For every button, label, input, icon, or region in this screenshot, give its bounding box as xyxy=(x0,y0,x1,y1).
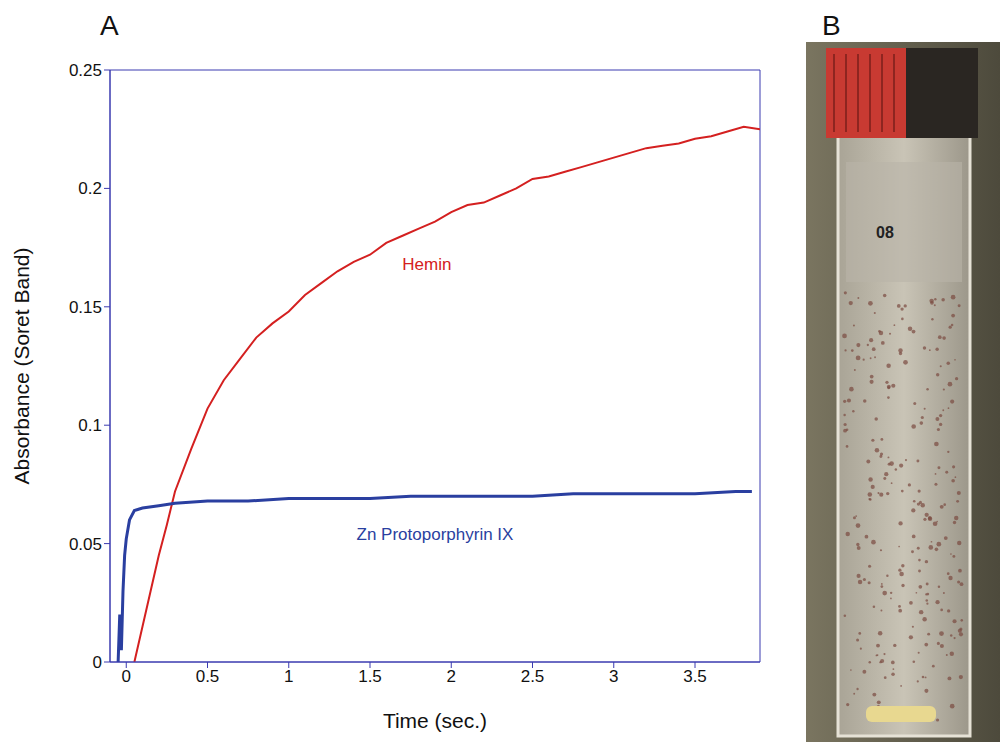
svg-text:0.1: 0.1 xyxy=(78,416,102,435)
html-text:B: B xyxy=(822,10,841,41)
svg-text:0.25: 0.25 xyxy=(69,61,102,80)
svg-text:2: 2 xyxy=(447,667,456,686)
svg-text:Time (sec.): Time (sec.) xyxy=(383,709,487,732)
svg-text:08: 08 xyxy=(876,224,894,241)
svg-text:0.05: 0.05 xyxy=(69,535,102,554)
svg-text:3: 3 xyxy=(609,667,618,686)
svg-text:2.5: 2.5 xyxy=(521,667,545,686)
svg-text:0.5: 0.5 xyxy=(196,667,220,686)
svg-text:Hemin: Hemin xyxy=(402,255,451,274)
svg-text:1.5: 1.5 xyxy=(358,667,382,686)
html-text:A: A xyxy=(100,10,119,41)
svg-text:1: 1 xyxy=(284,667,293,686)
svg-text:0.2: 0.2 xyxy=(78,179,102,198)
svg-text:Absorbance (Soret Band): Absorbance (Soret Band) xyxy=(10,248,33,485)
svg-text:3.5: 3.5 xyxy=(683,667,707,686)
svg-text:0: 0 xyxy=(122,667,131,686)
svg-text:0.15: 0.15 xyxy=(69,298,102,317)
svg-text:Zn Protoporphyrin IX: Zn Protoporphyrin IX xyxy=(357,525,514,544)
svg-text:0: 0 xyxy=(93,653,102,672)
